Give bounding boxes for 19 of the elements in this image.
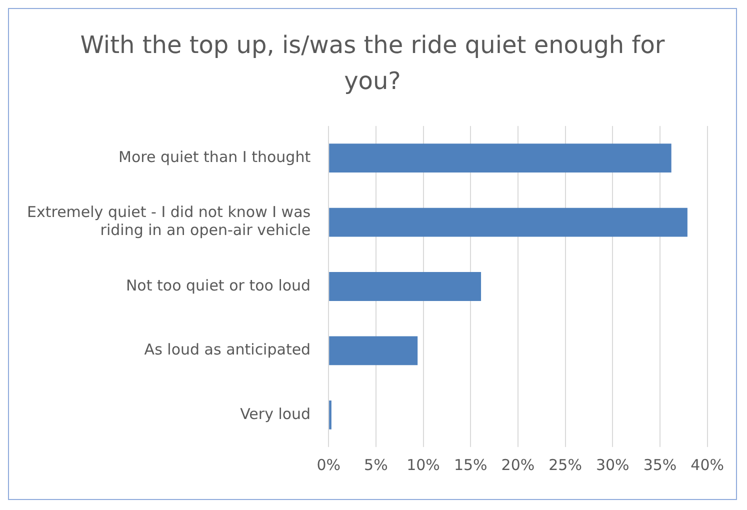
y-tick-label: As loud as anticipated xyxy=(144,340,311,359)
chart-title: With the top up, is/was the ride quiet enough for you? xyxy=(79,30,666,97)
y-tick-label: More quiet than I thought xyxy=(118,148,311,166)
x-tick-label: 15% xyxy=(454,456,488,474)
bar xyxy=(329,336,418,366)
x-tick-label: 25% xyxy=(548,456,582,474)
y-tick-label: Extremely quiet - I did not know I was riding in an open-air vehicle xyxy=(26,203,311,240)
x-tick-label: 40% xyxy=(690,456,724,474)
bar xyxy=(329,208,688,237)
bar xyxy=(329,144,672,173)
bar xyxy=(329,272,482,301)
x-tick-label: 30% xyxy=(596,456,630,474)
y-tick-label: Not too quiet or too loud xyxy=(126,276,311,294)
x-tick-label: 0% xyxy=(316,456,340,474)
x-tick-label: 35% xyxy=(643,456,677,474)
x-tick-label: 5% xyxy=(364,456,388,474)
x-tick-label: 10% xyxy=(406,456,440,474)
y-tick-label: Very loud xyxy=(240,404,311,423)
x-tick-label: 20% xyxy=(501,456,535,474)
